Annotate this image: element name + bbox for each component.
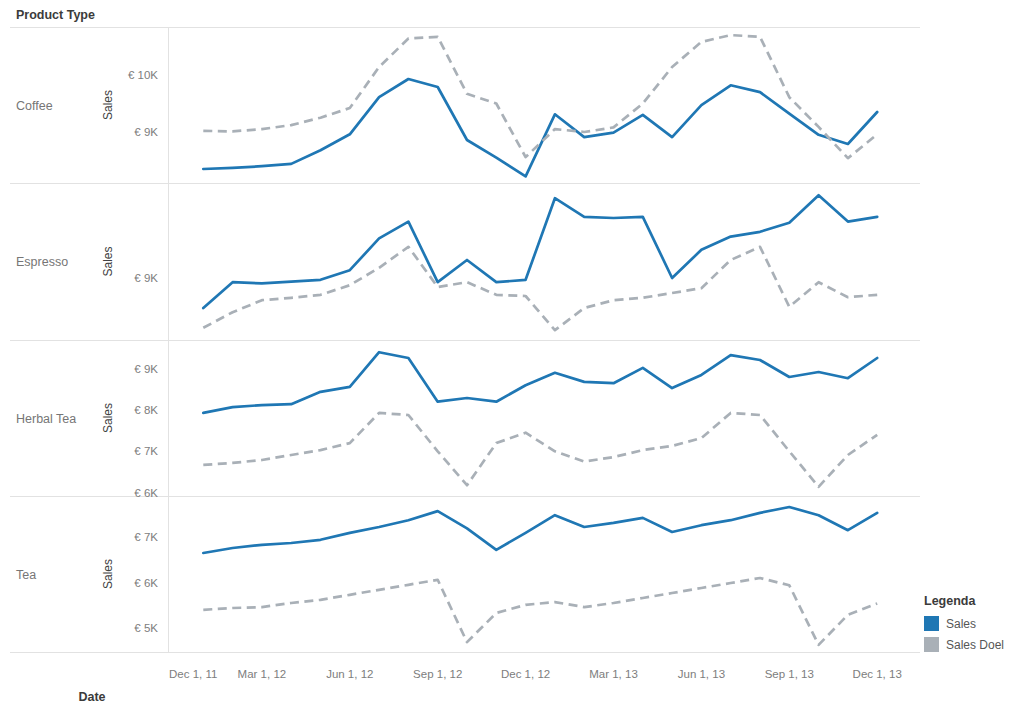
legend-item-label: Sales [946, 617, 976, 631]
sales-doel-line-herbal-tea[interactable] [203, 413, 877, 487]
y-axis-title-tea: Sales [101, 559, 115, 589]
sales-line-herbal-tea[interactable] [203, 352, 877, 413]
row-label-espresso: Espresso [16, 255, 68, 269]
x-tick-label: Dec 1, 11 [169, 668, 217, 680]
row-label-coffee: Coffee [16, 99, 53, 113]
y-tick-label: € 8K [134, 404, 158, 416]
row-label-herbal-tea: Herbal Tea [16, 412, 76, 426]
sales-line-tea[interactable] [203, 507, 877, 553]
x-tick-label: Sep 1, 13 [765, 668, 814, 680]
x-tick-label: Dec 1, 13 [853, 668, 902, 680]
y-tick-label: € 9K [134, 126, 158, 138]
sales-doel-line-tea[interactable] [203, 578, 877, 645]
sales-line-espresso[interactable] [203, 195, 877, 308]
sales-line-coffee[interactable] [203, 79, 877, 176]
y-tick-label: € 7K [134, 445, 158, 457]
y-tick-label: € 6K [134, 487, 158, 499]
legend-item-sales-doel[interactable]: Sales Doel [924, 634, 1004, 655]
legend-swatch-icon [924, 637, 939, 652]
x-tick-label: Dec 1, 12 [501, 668, 550, 680]
y-tick-label: € 9K [134, 363, 158, 375]
legend-title: Legenda [924, 594, 1004, 608]
y-tick-label: € 7K [134, 531, 158, 543]
chart-canvas: Coffee Sales € 10K € 9K Espresso Sales € 9K Her… [0, 0, 1024, 718]
worksheet: Product Type CoffeeSales€ 10K€ 9KEspress… [0, 0, 1024, 718]
x-tick-label: Jun 1, 12 [326, 668, 373, 680]
x-tick-label: Mar 1, 12 [238, 668, 287, 680]
x-tick-label: Mar 1, 13 [589, 668, 638, 680]
sales-doel-line-coffee[interactable] [203, 35, 877, 158]
x-tick-label: Jun 1, 13 [678, 668, 725, 680]
x-axis-title: Date [0, 690, 1024, 704]
legend: Legenda Sales Sales Doel [924, 594, 1004, 655]
legend-item-label: Sales Doel [946, 638, 1004, 652]
y-axis-title-espresso: Sales [101, 246, 115, 276]
y-tick-label: € 10K [128, 69, 158, 81]
y-axis-title-coffee: Sales [101, 90, 115, 120]
y-tick-label: € 9K [134, 272, 158, 284]
legend-swatch-icon [924, 616, 939, 631]
sales-doel-line-espresso[interactable] [203, 247, 877, 330]
y-axis-title-herbal-tea: Sales [101, 403, 115, 433]
legend-item-sales[interactable]: Sales [924, 613, 1004, 634]
y-tick-label: € 6K [134, 577, 158, 589]
y-tick-label: € 5K [134, 622, 158, 634]
row-label-tea: Tea [16, 568, 36, 582]
x-tick-label: Sep 1, 12 [413, 668, 462, 680]
